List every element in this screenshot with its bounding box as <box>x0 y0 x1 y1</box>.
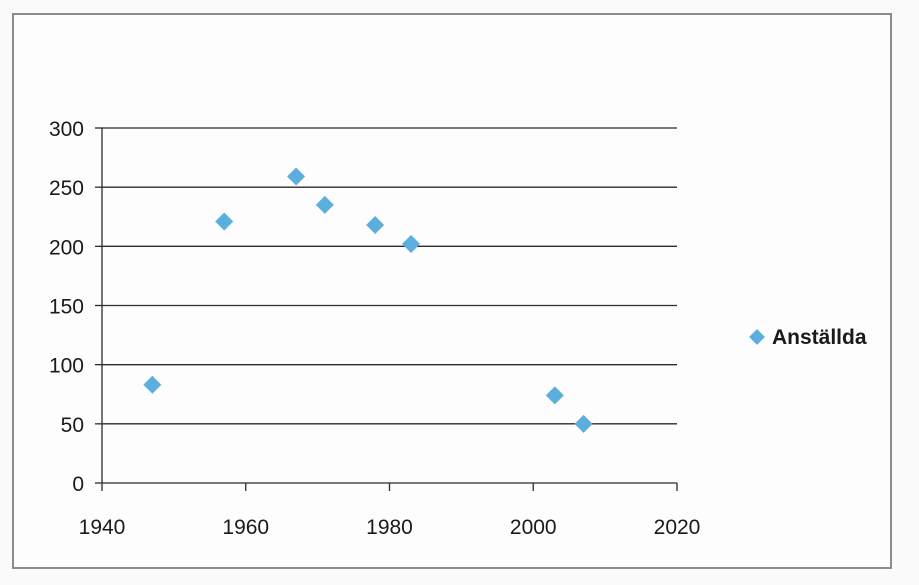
data-point-2 <box>215 212 234 231</box>
y-tick-label: 50 <box>61 414 84 437</box>
chart-frame <box>12 13 892 569</box>
x-tick-label: 1940 <box>79 516 126 539</box>
y-tick-label: 150 <box>49 296 84 319</box>
data-point-3 <box>287 167 306 186</box>
y-tick-label: 200 <box>49 236 84 259</box>
x-tick-label: 1980 <box>366 516 413 539</box>
y-tick-label: 0 <box>72 473 84 496</box>
y-tick-label: 300 <box>49 118 84 141</box>
data-point-6 <box>402 234 421 253</box>
x-tick-label: 2020 <box>654 516 701 539</box>
axes <box>95 127 678 491</box>
x-tick-label: 2000 <box>510 516 557 539</box>
legend-label: Anställda <box>772 326 867 349</box>
data-point-1 <box>143 375 162 394</box>
y-tick-labels: 0 50 100 150 200 250 300 <box>49 118 84 496</box>
data-point-7 <box>545 386 564 405</box>
data-points <box>143 167 593 433</box>
x-tick-label: 1960 <box>222 516 269 539</box>
gridlines <box>102 127 677 425</box>
legend: Anställda <box>749 326 867 349</box>
data-point-8 <box>574 414 593 433</box>
data-point-5 <box>366 216 385 235</box>
legend-marker <box>749 329 765 345</box>
y-tick-label: 250 <box>49 177 84 200</box>
data-point-4 <box>315 195 334 214</box>
y-tick-label: 100 <box>49 355 84 378</box>
x-tick-labels: 1940 1960 1980 2000 2020 <box>79 516 701 539</box>
